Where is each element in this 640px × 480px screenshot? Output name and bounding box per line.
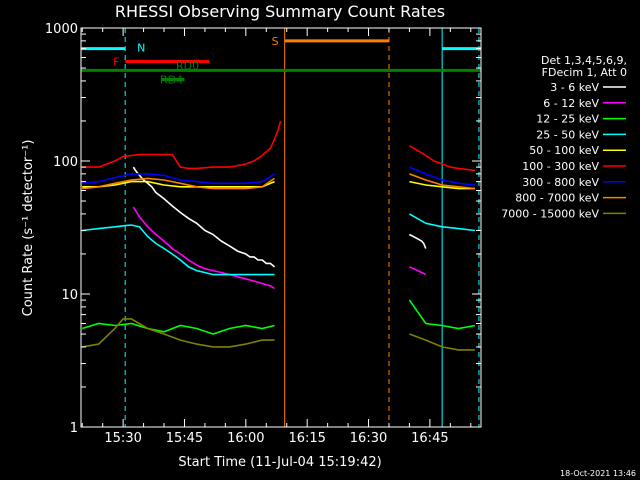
annotation-label-0: N — [137, 42, 145, 55]
series-line-7-0 — [82, 177, 275, 190]
series-line-1-1 — [409, 266, 427, 276]
axes: 15:30 15:45 16:00 16:15 16:30 16:45 1 10 100 1000 — [45, 22, 481, 446]
series-line-3-0 — [82, 224, 275, 276]
series-line-6-1 — [409, 166, 475, 186]
series-line-7-1 — [409, 173, 475, 190]
series-line-2-1 — [408, 299, 476, 330]
legend-entry-2: 12 - 25 keV — [536, 113, 599, 126]
legend-entry-7: 800 - 7000 keV — [515, 192, 599, 205]
legend-entry-8: 7000 - 15000 keV — [501, 207, 599, 220]
legend-header-1: FDecim 1, Att 0 — [542, 66, 627, 79]
x-axis-label: Start Time (11-Jul-04 15:19:42) — [178, 455, 381, 470]
legend-entry-4: 50 - 100 keV — [529, 144, 599, 157]
legend-entry-3: 25 - 50 keV — [536, 128, 599, 141]
series-line-3-1 — [409, 213, 475, 232]
y-tick-label-3: 1000 — [45, 22, 78, 37]
annotation-label-3: RD0 — [176, 59, 199, 72]
chart-title: RHESSI Observing Summary Count Rates — [115, 2, 445, 21]
series-lines — [81, 120, 476, 351]
legend-entry-6: 300 - 800 keV — [522, 176, 599, 189]
series-line-8-1 — [409, 333, 475, 351]
x-tick-label-5: 16:45 — [411, 431, 448, 446]
series-line-1-0 — [132, 206, 275, 290]
series-line-6-0 — [82, 173, 275, 185]
legend-entry-1: 6 - 12 keV — [543, 97, 599, 110]
y-tick-label-0: 1 — [70, 421, 78, 436]
series-line-5-1 — [409, 145, 475, 172]
series-line-2-0 — [81, 322, 275, 335]
series-line-5-0 — [82, 120, 282, 170]
y-tick-label-1: 10 — [61, 288, 78, 303]
x-tick-label-1: 15:45 — [166, 431, 203, 446]
y-tick-label-2: 100 — [53, 155, 78, 170]
series-line-8-0 — [82, 318, 275, 348]
x-tick-label-4: 16:30 — [350, 431, 387, 446]
series-line-0-0 — [132, 166, 276, 268]
x-tick-label-2: 16:00 — [227, 431, 264, 446]
annotation-label-2: F — [113, 55, 119, 68]
series-line-0-1 — [409, 233, 427, 249]
annotation-label-4: RD4 — [160, 73, 183, 86]
plot-frame — [80, 27, 482, 428]
legend: Det 1,3,4,5,6,9,FDecim 1, Att 0 3 - 6 keV… — [501, 54, 627, 220]
annotation-label-5: S — [272, 35, 279, 48]
series-line-4-1 — [409, 180, 475, 190]
legend-entry-5: 100 - 300 keV — [522, 160, 599, 173]
legend-entry-0: 3 - 6 keV — [550, 81, 599, 94]
legend-header-0: Det 1,3,4,5,6,9, — [541, 54, 627, 67]
x-tick-label-0: 15:30 — [104, 431, 141, 446]
footer-timestamp: 18-Oct-2021 13:46 — [560, 469, 636, 478]
series-line-4-0 — [82, 180, 275, 188]
x-tick-label-3: 16:15 — [288, 431, 325, 446]
y-axis-label: Count Rate (s⁻¹ detector⁻¹) — [21, 140, 36, 317]
